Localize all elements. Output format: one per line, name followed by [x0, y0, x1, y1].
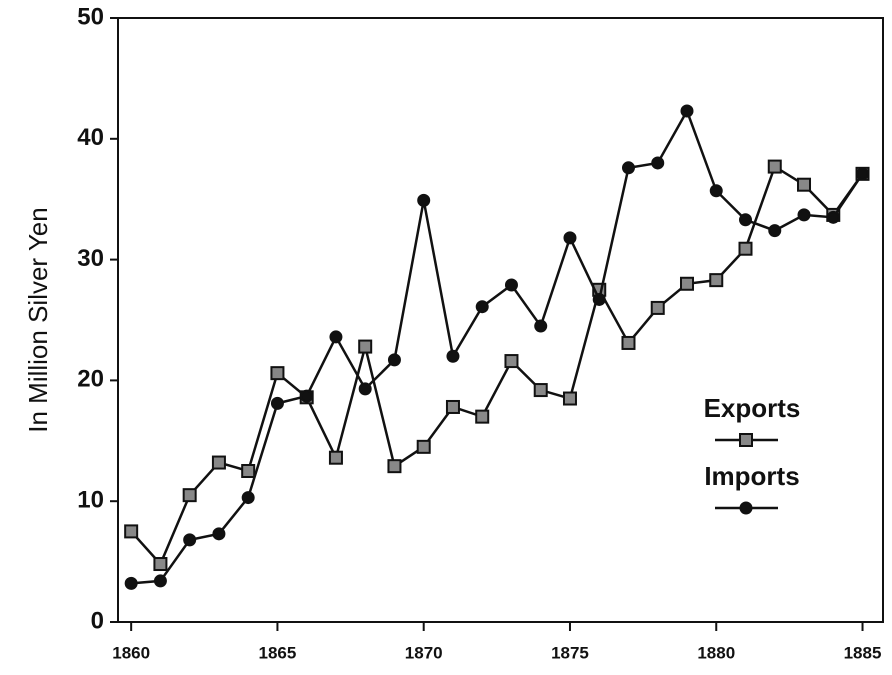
point [446, 349, 460, 363]
y-tick-label: 20 [77, 366, 104, 393]
point [739, 213, 753, 227]
point [358, 382, 372, 396]
x-tick-label: 1885 [844, 643, 882, 662]
point [124, 576, 138, 590]
x-tick-label: 1865 [259, 643, 297, 662]
x-tick-label: 1880 [697, 643, 735, 662]
legend-label: Imports [704, 461, 799, 491]
y-tick-label: 40 [77, 124, 104, 151]
series-line [130, 164, 864, 567]
point [387, 459, 402, 474]
point [739, 501, 753, 515]
y-tick-label: 50 [77, 3, 104, 30]
point [679, 276, 694, 291]
point [212, 527, 226, 541]
x-tick-label: 1875 [551, 643, 589, 662]
point [797, 208, 811, 222]
x-tick-label: 1860 [112, 643, 150, 662]
point [270, 366, 285, 381]
plot-frame [117, 17, 884, 623]
y-tick-label: 0 [91, 607, 104, 634]
point [504, 354, 519, 369]
point [534, 319, 548, 333]
series-line [131, 108, 864, 585]
point [241, 491, 255, 505]
point [562, 391, 577, 406]
point [241, 464, 256, 478]
point [621, 161, 635, 175]
y-tick-label: 30 [77, 245, 104, 272]
point [709, 273, 724, 288]
point [270, 396, 284, 410]
point [358, 339, 373, 354]
point [650, 300, 665, 315]
point [475, 409, 490, 424]
point [563, 231, 577, 245]
point [211, 455, 226, 470]
point [182, 488, 197, 503]
point [768, 224, 782, 238]
point [533, 383, 548, 398]
point [300, 389, 314, 403]
point [651, 156, 665, 170]
point [739, 433, 753, 447]
point [475, 300, 489, 314]
point [416, 439, 431, 454]
point [592, 292, 606, 306]
point [680, 104, 694, 118]
point [124, 524, 139, 539]
point [387, 353, 401, 367]
point [445, 399, 460, 414]
point [417, 193, 431, 207]
point [826, 210, 840, 224]
x-tick-label: 1870 [405, 643, 443, 662]
point [328, 450, 343, 465]
y-tick-label: 10 [77, 487, 104, 514]
point [329, 330, 343, 344]
point [709, 184, 723, 198]
point [856, 167, 870, 181]
point [621, 335, 636, 350]
point [153, 574, 167, 588]
point [153, 557, 168, 572]
point [504, 278, 518, 292]
legend-label: Exports [704, 393, 801, 423]
y-axis-label: In Million Silver Yen [23, 207, 53, 432]
point [183, 533, 197, 547]
point [767, 159, 782, 174]
point [797, 177, 812, 192]
point [738, 241, 753, 256]
